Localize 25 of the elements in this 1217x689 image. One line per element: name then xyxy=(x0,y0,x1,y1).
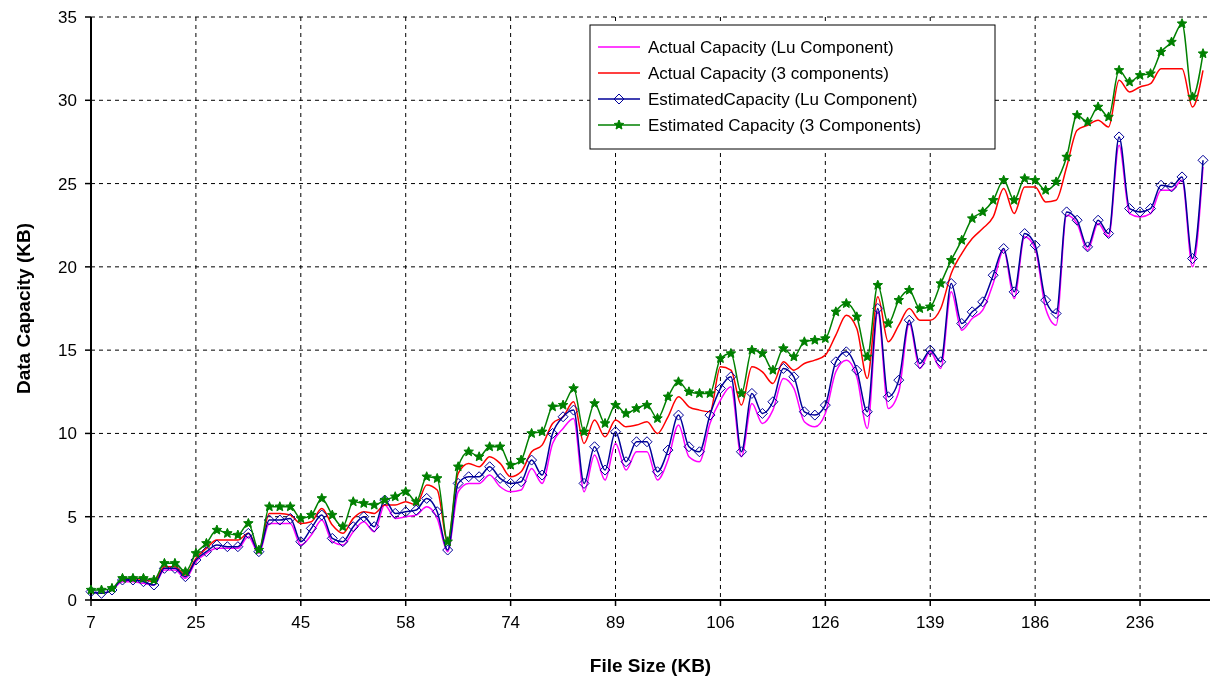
x-tick-label: 7 xyxy=(86,613,96,632)
x-tick-label: 139 xyxy=(916,613,945,632)
legend-label: EstimatedCapacity (Lu Component) xyxy=(648,89,918,109)
x-tick-label: 236 xyxy=(1125,613,1155,632)
x-tick-label: 45 xyxy=(291,613,311,632)
y-tick-label: 25 xyxy=(58,174,77,194)
y-tick-label: 20 xyxy=(58,257,77,277)
x-axis-title: File Size (KB) xyxy=(589,655,712,676)
x-tick-label: 89 xyxy=(606,613,625,632)
y-axis-title: Data Capacity (KB) xyxy=(13,222,34,395)
x-tick-label: 74 xyxy=(501,613,521,632)
legend-label: Estimated Capacity (3 Components) xyxy=(648,115,922,135)
x-tick-label: 186 xyxy=(1020,613,1050,632)
y-tick-label: 30 xyxy=(58,91,77,111)
y-tick-label: 15 xyxy=(58,341,77,361)
x-tick-label: 126 xyxy=(811,613,840,632)
legend-label: Actual Capacity (3 components) xyxy=(648,63,889,83)
x-tick-label: 25 xyxy=(186,613,206,632)
legend-label: Actual Capacity (Lu Component) xyxy=(648,37,894,57)
y-tick-label: 10 xyxy=(58,424,77,444)
x-tick-label: 58 xyxy=(396,613,416,632)
x-tick-label: 106 xyxy=(706,613,735,632)
y-tick-label: 0 xyxy=(67,590,77,610)
y-tick-label: 35 xyxy=(58,7,77,27)
y-tick-label: 5 xyxy=(67,507,77,527)
